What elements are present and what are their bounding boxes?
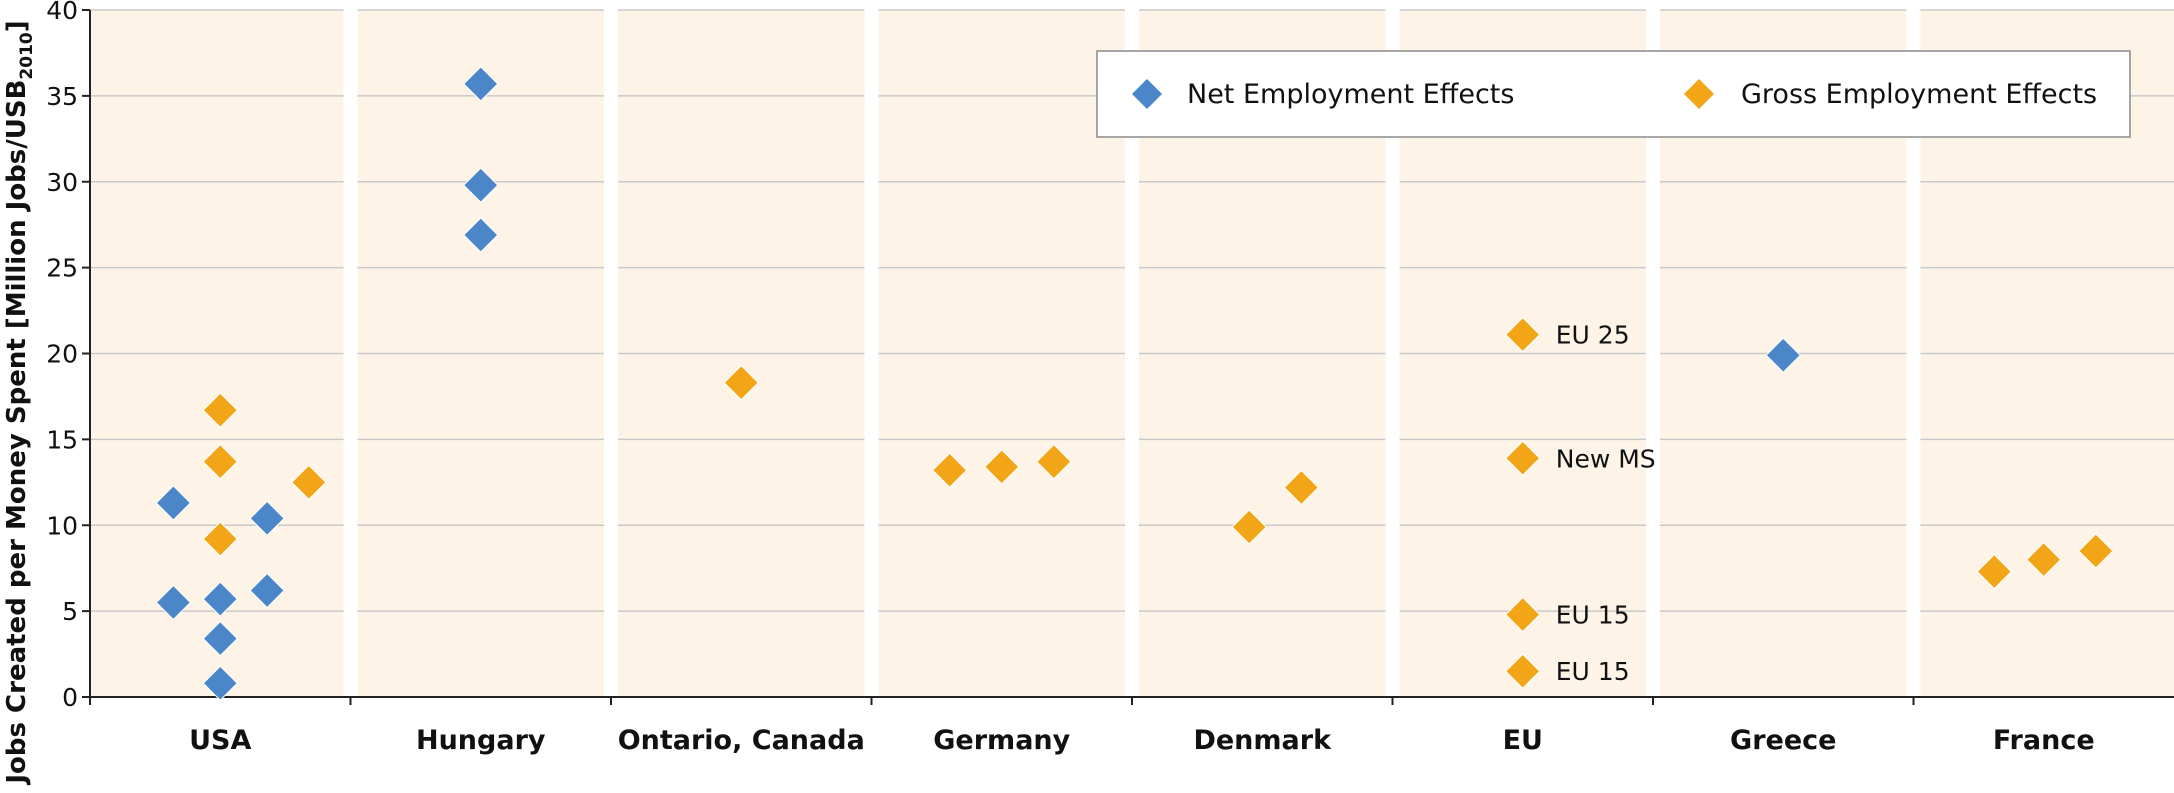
- category-label: Germany: [933, 725, 1070, 756]
- legend-box: [1096, 50, 2131, 138]
- gross-employment-point: [1036, 443, 1072, 480]
- y-axis-label-end: ]: [2, 20, 32, 32]
- point-label: EU 15: [1556, 601, 1630, 630]
- gross-employment-point: [202, 443, 238, 480]
- gross-employment-point: [2078, 533, 2114, 569]
- gross-employment-point: [1505, 596, 1541, 633]
- axes: [82, 9, 2174, 705]
- net-employment-point: [155, 584, 192, 621]
- data-points: [155, 66, 2114, 701]
- net-employment-point: [202, 620, 238, 657]
- y-tick-label: 25: [46, 254, 78, 283]
- net-employment-point: [155, 485, 192, 521]
- point-label: New MS: [1556, 444, 1656, 473]
- y-tick-labels: 0 5 10 15 20 25 30 35 40: [46, 0, 78, 712]
- gross-employment-point: [2026, 541, 2062, 578]
- gross-employment-point: [1976, 553, 2012, 590]
- net-employment-point: [249, 500, 285, 537]
- net-employment-point: [249, 572, 285, 609]
- legend-gross-marker-icon: [1684, 79, 1714, 109]
- legend-net-label: Net Employment Effects: [1187, 79, 1514, 110]
- legend: Net Employment Effects Gross Employment …: [1096, 50, 2131, 138]
- net-employment-point: [202, 581, 238, 617]
- net-employment-point: [463, 217, 499, 253]
- net-employment-point: [1765, 337, 1801, 373]
- y-axis-label-subscript: 2010: [17, 32, 37, 79]
- gross-employment-point: [202, 392, 238, 428]
- category-label: Hungary: [416, 725, 546, 756]
- y-axis-label-main: Jobs Created per Money Spent [Million Jo…: [2, 80, 32, 786]
- y-tick-label: 30: [46, 168, 78, 197]
- y-tick-label: 5: [62, 597, 78, 626]
- gross-employment-point: [1283, 469, 1320, 506]
- point-label: EU 25: [1556, 321, 1630, 350]
- y-axis-label: Jobs Created per Money Spent [Million Jo…: [2, 20, 37, 785]
- category-labels: USA Hungary Ontario, Canada Germany Denmark E…: [189, 725, 2095, 756]
- legend-net-marker-icon: [1132, 79, 1162, 109]
- net-employment-point: [202, 665, 238, 701]
- y-tick-label: 20: [46, 340, 78, 369]
- gross-employment-point: [1231, 509, 1267, 545]
- gross-employment-point: [723, 364, 759, 401]
- gross-employment-point: [202, 521, 238, 557]
- y-tick-label: 15: [46, 425, 78, 454]
- gross-employment-point: [984, 449, 1020, 485]
- gross-employment-point: [1505, 440, 1541, 476]
- gross-employment-point: [291, 464, 327, 501]
- net-employment-point: [463, 66, 499, 102]
- category-label: EU: [1503, 725, 1543, 756]
- y-tick-label: 10: [46, 511, 78, 540]
- gross-employment-point: [1505, 316, 1541, 353]
- gross-employment-point: [1505, 653, 1541, 689]
- category-label: Denmark: [1193, 725, 1332, 756]
- category-label: USA: [189, 725, 251, 756]
- point-label: EU 15: [1556, 657, 1630, 686]
- category-label: France: [1993, 725, 2095, 756]
- legend-gross-label: Gross Employment Effects: [1741, 79, 2097, 110]
- y-tick-label: 40: [46, 0, 78, 25]
- net-employment-point: [463, 167, 499, 203]
- category-label: Greece: [1730, 725, 1836, 756]
- category-label: Ontario, Canada: [618, 725, 865, 756]
- gross-employment-point: [931, 452, 968, 488]
- y-tick-label: 35: [46, 82, 78, 111]
- point-labels: EU 25 New MS EU 15 EU 15: [1556, 321, 1656, 687]
- y-tick-label: 0: [62, 683, 78, 712]
